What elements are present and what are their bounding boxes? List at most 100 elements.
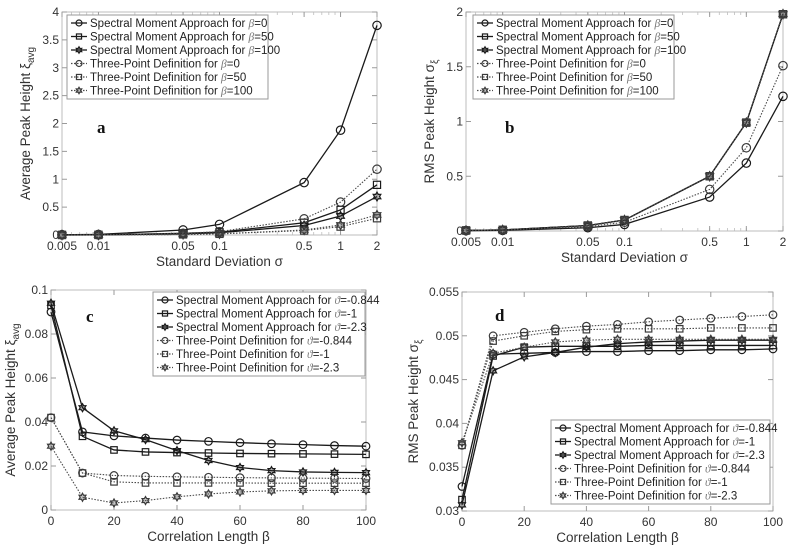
legend-marker-square bbox=[161, 350, 169, 358]
data-point bbox=[706, 334, 716, 345]
x-tick-label: 0.005 bbox=[451, 235, 481, 249]
legend-marker-star bbox=[161, 363, 169, 372]
data-point bbox=[203, 455, 214, 466]
panel-d: 0 20 40 60 80 100 0.03 0.035 0.04 0.045 0.05 0.055 C… bbox=[406, 285, 783, 545]
legend: Spectral Moment Approach for ϑ=-0.844 Spe… bbox=[550, 419, 778, 505]
data-point bbox=[329, 485, 340, 496]
data-point bbox=[520, 331, 529, 340]
data-point bbox=[741, 142, 752, 153]
data-point bbox=[675, 346, 685, 356]
data-point bbox=[204, 479, 213, 487]
x-axis-label: Correlation Length β bbox=[556, 530, 679, 545]
data-point bbox=[329, 467, 340, 478]
legend-item: Spectral Moment Approach for β=100 bbox=[71, 45, 280, 57]
x-tick-label: 60 bbox=[233, 514, 247, 528]
legend-item: Three-Point Definition for ϑ=-2.3 bbox=[157, 363, 339, 375]
data-point bbox=[46, 297, 56, 309]
legend-marker-circle bbox=[559, 424, 567, 432]
y-tick-label: 3 bbox=[52, 61, 59, 75]
y-tick-label: 0.5 bbox=[446, 169, 463, 183]
x-tick-label: 0 bbox=[459, 515, 466, 529]
legend: Spectral Moment Approach for ϑ=-0.844 Spe… bbox=[152, 291, 380, 377]
x-tick-label: 1 bbox=[337, 239, 344, 253]
x-tick-label: 0 bbox=[48, 514, 55, 528]
y-tick-label: 0.08 bbox=[25, 327, 49, 341]
x-tick-label: 100 bbox=[763, 515, 783, 529]
legend-marker-circle bbox=[75, 59, 83, 68]
data-point bbox=[335, 125, 346, 135]
data-point bbox=[613, 320, 622, 329]
legend-label: Three-Point Definition for ϑ=-1 bbox=[176, 349, 330, 361]
data-point bbox=[109, 431, 119, 441]
data-point bbox=[299, 214, 309, 224]
legend-marker-star bbox=[75, 45, 83, 55]
legend-item: Three-Point Definition for β=50 bbox=[71, 72, 246, 84]
y-tick-label: 0.035 bbox=[429, 460, 459, 474]
data-point bbox=[214, 228, 225, 240]
data-point bbox=[372, 190, 382, 203]
y-tick-label: 0 bbox=[456, 224, 463, 238]
data-point bbox=[457, 499, 467, 511]
legend-marker-star bbox=[481, 86, 489, 95]
y-tick-label: 4 bbox=[52, 5, 59, 19]
legend-item: Spectral Moment Approach for ϑ=-0.844 bbox=[555, 423, 778, 435]
legend-label: Three-Point Definition for ϑ=-0.844 bbox=[574, 464, 751, 476]
data-point bbox=[141, 448, 150, 456]
x-tick-label: 0.05 bbox=[171, 239, 195, 253]
y-tick-label: 0 bbox=[41, 503, 48, 517]
data-point bbox=[330, 450, 339, 458]
y-tick-label: 0.03 bbox=[436, 504, 460, 518]
x-axis-label: Correlation Length β bbox=[147, 529, 270, 544]
legend-label: Three-Point Definition for β=0 bbox=[496, 59, 646, 71]
legend-item: Spectral Moment Approach for ϑ=-2.3 bbox=[555, 450, 765, 462]
data-point bbox=[361, 467, 371, 478]
x-tick-label: 100 bbox=[356, 514, 376, 528]
x-tick-label: 0.05 bbox=[576, 235, 600, 249]
legend-label: Three-Point Definition for β=50 bbox=[496, 72, 652, 84]
data-point bbox=[457, 437, 467, 448]
data-point bbox=[172, 445, 182, 456]
legend-marker-circle bbox=[559, 464, 567, 473]
x-tick-label: 0.01 bbox=[491, 235, 515, 249]
data-point bbox=[298, 440, 308, 450]
x-tick-label: 80 bbox=[296, 514, 310, 528]
y-axis-label: Average Peak Height ξavg bbox=[3, 323, 22, 476]
data-point bbox=[109, 471, 119, 480]
data-point bbox=[768, 334, 778, 345]
x-tick-label: 20 bbox=[107, 514, 121, 528]
y-tick-label: 0.04 bbox=[25, 415, 49, 429]
legend-marker-square bbox=[481, 33, 489, 40]
x-tick-label: 60 bbox=[642, 515, 656, 529]
legend-label: Spectral Moment Approach for β=0 bbox=[496, 18, 673, 30]
data-point bbox=[778, 91, 788, 102]
data-point bbox=[78, 469, 87, 477]
data-point bbox=[737, 334, 747, 345]
data-point bbox=[704, 170, 715, 182]
data-point bbox=[236, 449, 244, 458]
data-point bbox=[372, 209, 382, 221]
data-point bbox=[704, 184, 715, 195]
y-tick-label: 2 bbox=[456, 5, 463, 19]
panel-c: 0 20 40 60 80 100 0 0.02 0.04 0.06 0.08 0.1 Correlat… bbox=[3, 283, 380, 544]
data-point bbox=[741, 158, 752, 168]
legend-label: Three-Point Definition for β=0 bbox=[90, 59, 240, 71]
x-tick-label: 0.5 bbox=[701, 235, 718, 249]
legend-item: Three-Point Definition for β=100 bbox=[71, 86, 253, 98]
y-tick-label: 0.06 bbox=[25, 371, 49, 385]
data-point bbox=[77, 492, 88, 503]
data-point bbox=[706, 324, 715, 332]
legend-label: Spectral Moment Approach for β=100 bbox=[90, 45, 280, 57]
x-tick-label: 0.1 bbox=[211, 239, 228, 253]
data-point bbox=[203, 488, 214, 500]
panel-label: d bbox=[495, 306, 505, 325]
y-axis-label: RMS Peak Height σξ bbox=[422, 59, 441, 183]
legend-marker-circle bbox=[161, 296, 169, 304]
legend-marker-star bbox=[481, 45, 489, 55]
data-point bbox=[204, 472, 213, 482]
x-tick-label: 40 bbox=[170, 514, 184, 528]
data-point bbox=[109, 425, 119, 437]
legend-label: Spectral Moment Approach for ϑ=-1 bbox=[176, 309, 357, 321]
legend-marker-circle bbox=[481, 19, 489, 27]
data-point bbox=[644, 336, 654, 348]
data-point bbox=[57, 229, 67, 241]
